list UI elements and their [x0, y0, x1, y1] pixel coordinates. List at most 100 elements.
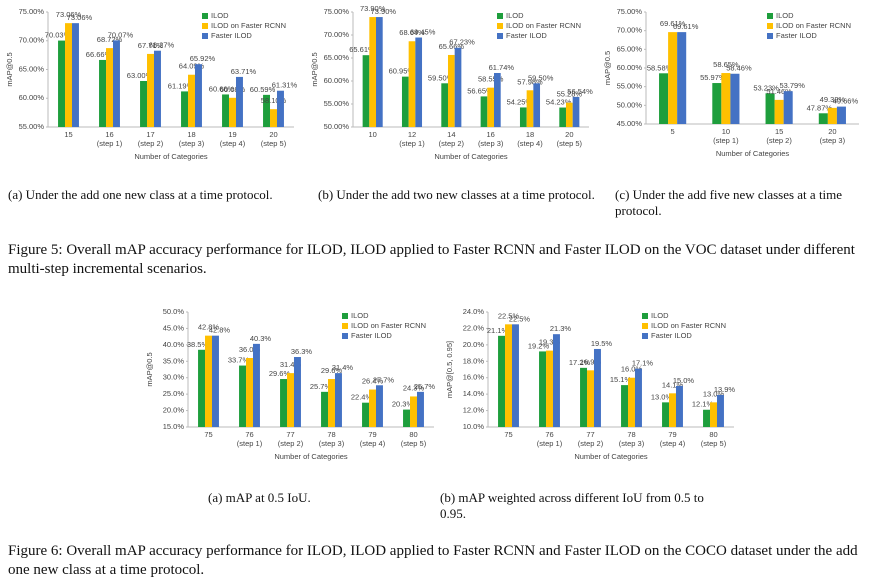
- bar: [494, 72, 501, 127]
- bar: [730, 73, 740, 124]
- bar: [293, 357, 301, 427]
- value-label: 33.7%: [228, 356, 250, 365]
- y-tick-label: 55.00%: [19, 122, 45, 131]
- legend-label: ILOD on Faster RCNN: [211, 21, 286, 30]
- x-tick-label: 10: [722, 127, 730, 136]
- bar: [580, 367, 588, 427]
- value-label: 47.87%: [807, 103, 833, 112]
- bar: [147, 53, 154, 128]
- value-label: 27.7%: [373, 375, 395, 384]
- bar: [369, 17, 377, 128]
- x-tick-label: 79: [368, 430, 376, 439]
- value-label: 73.90%: [371, 7, 397, 16]
- value-label: 31.4%: [280, 360, 302, 369]
- subcaption: (b) Under the add two new classes at a t…: [318, 187, 595, 202]
- value-label: 64.09%: [179, 62, 205, 71]
- legend-label: ILOD: [211, 11, 229, 20]
- value-label: 65.61%: [349, 45, 375, 54]
- value-label: 61.74%: [489, 63, 515, 72]
- value-label: 53.79%: [779, 81, 805, 90]
- x-tick-label: 15: [64, 130, 72, 139]
- value-label: 67.71%: [138, 41, 164, 50]
- value-label: 65.66%: [439, 42, 465, 51]
- value-label: 29.6%: [269, 369, 291, 378]
- value-label: 42.8%: [198, 323, 220, 332]
- x-tick-label: 78: [327, 430, 335, 439]
- bar: [239, 365, 247, 427]
- value-label: 25.7%: [414, 382, 436, 391]
- bar: [703, 409, 711, 427]
- bar: [321, 391, 329, 427]
- value-label: 40.3%: [250, 334, 272, 343]
- bar: [634, 368, 642, 427]
- value-label: 57.98%: [517, 77, 543, 86]
- bar: [410, 396, 417, 427]
- x-tick-label: (step 3): [478, 139, 504, 148]
- bar: [677, 32, 687, 124]
- x-tick-label: (step 1): [537, 439, 563, 448]
- value-label: 54.23%: [546, 98, 572, 107]
- x-tick-label: (step 2): [138, 139, 164, 148]
- figure-caption: Figure 6: Overall mAP accuracy performan…: [8, 543, 858, 578]
- x-tick-label: (step 2): [439, 139, 465, 148]
- legend-label: Faster ILOD: [776, 31, 817, 40]
- legend-label: ILOD on Faster RCNN: [776, 21, 851, 30]
- y-tick-label: 12.0%: [463, 406, 485, 415]
- value-label: 67.23%: [449, 38, 475, 47]
- bar: [252, 343, 260, 427]
- bar: [229, 97, 236, 127]
- bar: [587, 370, 594, 427]
- bar: [270, 109, 277, 127]
- x-tick-label: 20: [828, 127, 836, 136]
- value-label: 19.2%: [528, 341, 550, 350]
- value-label: 22.5%: [509, 314, 531, 323]
- y-tick-label: 20.0%: [163, 406, 185, 415]
- x-tick-label: 80: [709, 430, 717, 439]
- value-label: 24.3%: [403, 383, 425, 392]
- value-label: 49.66%: [833, 97, 859, 106]
- bar: [362, 55, 370, 127]
- value-label: 68.27%: [149, 41, 175, 50]
- bar: [198, 349, 206, 427]
- value-label: 22.5%: [498, 311, 520, 320]
- value-label: 31.4%: [332, 363, 354, 372]
- value-label: 68.64%: [399, 28, 425, 37]
- bar: [71, 23, 79, 128]
- x-tick-label: (step 3): [179, 139, 205, 148]
- value-label: 56.54%: [567, 87, 593, 96]
- value-label: 73.06%: [67, 13, 93, 22]
- bar: [774, 99, 784, 124]
- value-label: 26.4%: [362, 377, 384, 386]
- bar: [593, 348, 601, 427]
- y-tick-label: 60.00%: [19, 93, 45, 102]
- x-tick-label: (step 2): [766, 136, 792, 145]
- legend-label: Faster ILOD: [211, 31, 252, 40]
- bar: [58, 40, 66, 127]
- y-tick-label: 18.0%: [463, 356, 485, 365]
- legend-swatch: [767, 23, 773, 29]
- x-tick-label: 77: [286, 430, 294, 439]
- y-axis-label: mAP@0.5: [603, 51, 612, 85]
- legend-label: ILOD: [351, 311, 369, 320]
- value-label: 17.2%: [569, 358, 591, 367]
- value-label: 59.50%: [528, 73, 554, 82]
- legend-label: Faster ILOD: [506, 31, 547, 40]
- value-label: 60.59%: [250, 85, 276, 94]
- legend-swatch: [202, 13, 208, 19]
- value-label: 15.0%: [673, 376, 695, 385]
- y-tick-label: 30.0%: [163, 373, 185, 382]
- value-label: 21.3%: [550, 324, 572, 333]
- value-label: 69.45%: [410, 28, 436, 37]
- x-tick-label: 5: [671, 127, 675, 136]
- legend-label: ILOD: [506, 11, 524, 20]
- bar: [533, 83, 541, 127]
- x-tick-label: (step 4): [220, 139, 246, 148]
- bar: [235, 76, 243, 127]
- legend-swatch: [202, 33, 208, 39]
- x-tick-label: 77: [586, 430, 594, 439]
- bar: [836, 106, 846, 124]
- y-tick-label: 14.0%: [463, 389, 485, 398]
- x-tick-label: (step 4): [517, 139, 543, 148]
- bar: [526, 90, 534, 127]
